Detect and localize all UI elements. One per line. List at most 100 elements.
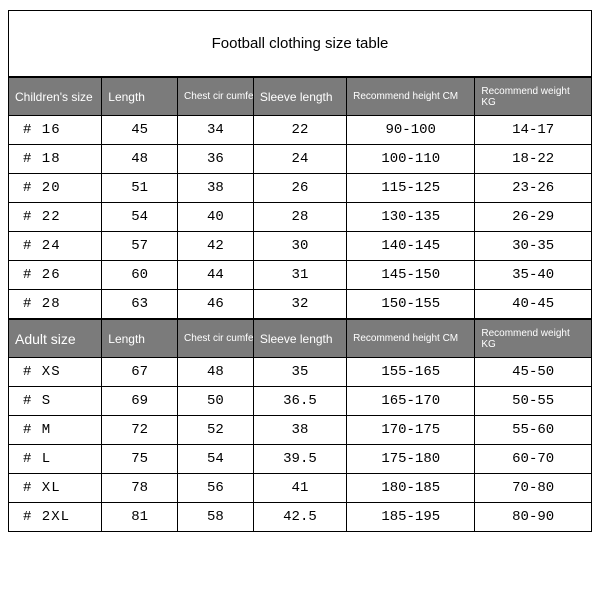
cell-chest: 36 [178,145,254,174]
cell-length: 78 [102,474,178,503]
col-weight: Recommend weight KG [475,320,592,358]
cell-sleeve: 28 [253,203,346,232]
col-sleeve: Sleeve length [253,78,346,116]
cell-weight: 40-45 [475,290,592,319]
cell-sleeve: 38 [253,416,346,445]
cell-length: 48 [102,145,178,174]
cell-height: 175-180 [347,445,475,474]
cell-size: # S [9,387,102,416]
col-size: Children's size [9,78,102,116]
cell-weight: 50-55 [475,387,592,416]
cell-size: # L [9,445,102,474]
table-row: # XS674835155-16545-50 [9,358,592,387]
cell-height: 150-155 [347,290,475,319]
cell-sleeve: 35 [253,358,346,387]
cell-chest: 54 [178,445,254,474]
cell-height: 115-125 [347,174,475,203]
cell-length: 72 [102,416,178,445]
table-row: # 22544028130-13526-29 [9,203,592,232]
cell-chest: 50 [178,387,254,416]
cell-height: 145-150 [347,261,475,290]
cell-chest: 58 [178,503,254,532]
table-row: # XL785641180-18570-80 [9,474,592,503]
table-title: Football clothing size table [8,10,592,77]
col-chest: Chest cir cumference [178,78,254,116]
cell-length: 81 [102,503,178,532]
table-row: # 26604431145-15035-40 [9,261,592,290]
col-sleeve: Sleeve length [253,320,346,358]
cell-height: 140-145 [347,232,475,261]
cell-size: # 20 [9,174,102,203]
cell-size: # 16 [9,116,102,145]
cell-sleeve: 39.5 [253,445,346,474]
cell-length: 63 [102,290,178,319]
table-row: # M725238170-17555-60 [9,416,592,445]
cell-size: # 24 [9,232,102,261]
cell-sleeve: 32 [253,290,346,319]
cell-length: 69 [102,387,178,416]
children-size-table: Children's size Length Chest cir cumfere… [8,77,592,319]
cell-height: 100-110 [347,145,475,174]
cell-weight: 35-40 [475,261,592,290]
cell-sleeve: 22 [253,116,346,145]
table-row: # 1645342290-10014-17 [9,116,592,145]
col-height: Recommend height CM [347,320,475,358]
cell-size: # 18 [9,145,102,174]
cell-height: 180-185 [347,474,475,503]
adult-size-table: Adult size Length Chest cir cumference S… [8,319,592,532]
cell-chest: 48 [178,358,254,387]
table-row: # L755439.5175-18060-70 [9,445,592,474]
cell-height: 170-175 [347,416,475,445]
cell-sleeve: 26 [253,174,346,203]
cell-size: # 2XL [9,503,102,532]
cell-size: # XS [9,358,102,387]
table-row: # 2XL815842.5185-19580-90 [9,503,592,532]
children-header-row: Children's size Length Chest cir cumfere… [9,78,592,116]
cell-chest: 40 [178,203,254,232]
adult-body: # XS674835155-16545-50# S695036.5165-170… [9,358,592,532]
cell-chest: 34 [178,116,254,145]
col-length: Length [102,320,178,358]
children-body: # 1645342290-10014-17# 18483624100-11018… [9,116,592,319]
cell-weight: 45-50 [475,358,592,387]
cell-length: 67 [102,358,178,387]
cell-length: 75 [102,445,178,474]
table-row: # S695036.5165-17050-55 [9,387,592,416]
table-row: # 28634632150-15540-45 [9,290,592,319]
cell-chest: 52 [178,416,254,445]
col-size: Adult size [9,320,102,358]
cell-height: 185-195 [347,503,475,532]
cell-size: # 26 [9,261,102,290]
cell-length: 57 [102,232,178,261]
cell-sleeve: 24 [253,145,346,174]
cell-weight: 26-29 [475,203,592,232]
cell-height: 165-170 [347,387,475,416]
cell-chest: 56 [178,474,254,503]
cell-length: 54 [102,203,178,232]
cell-length: 51 [102,174,178,203]
cell-weight: 60-70 [475,445,592,474]
cell-length: 60 [102,261,178,290]
cell-sleeve: 30 [253,232,346,261]
table-row: # 20513826115-12523-26 [9,174,592,203]
col-weight: Recommend weight KG [475,78,592,116]
table-row: # 18483624100-11018-22 [9,145,592,174]
cell-sleeve: 36.5 [253,387,346,416]
cell-chest: 38 [178,174,254,203]
cell-weight: 80-90 [475,503,592,532]
cell-size: # 28 [9,290,102,319]
col-height: Recommend height CM [347,78,475,116]
col-chest: Chest cir cumference [178,320,254,358]
cell-chest: 46 [178,290,254,319]
cell-weight: 18-22 [475,145,592,174]
adult-header-row: Adult size Length Chest cir cumference S… [9,320,592,358]
cell-height: 130-135 [347,203,475,232]
cell-weight: 55-60 [475,416,592,445]
cell-weight: 14-17 [475,116,592,145]
cell-chest: 42 [178,232,254,261]
cell-size: # M [9,416,102,445]
cell-sleeve: 42.5 [253,503,346,532]
cell-size: # 22 [9,203,102,232]
cell-size: # XL [9,474,102,503]
cell-length: 45 [102,116,178,145]
